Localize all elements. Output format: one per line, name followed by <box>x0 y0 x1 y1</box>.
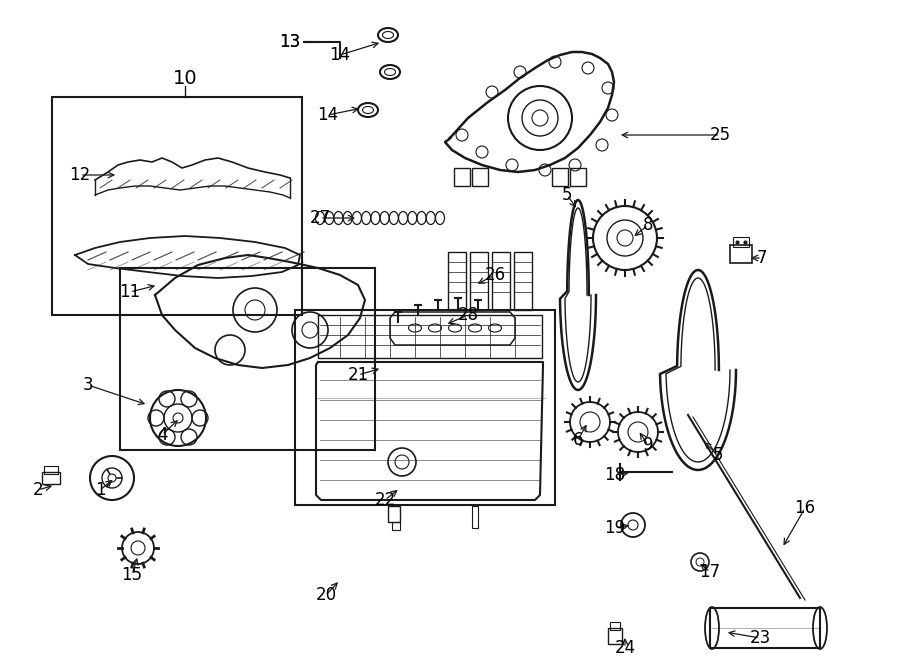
Text: 24: 24 <box>615 639 635 657</box>
Text: 13: 13 <box>279 33 301 51</box>
Text: 14: 14 <box>318 106 338 124</box>
Text: 4: 4 <box>157 426 167 444</box>
Text: 10: 10 <box>173 69 197 87</box>
Bar <box>570 168 586 186</box>
Text: 15: 15 <box>122 566 142 584</box>
Text: 13: 13 <box>279 33 301 51</box>
Bar <box>610 622 620 630</box>
Bar <box>448 252 466 310</box>
Text: 9: 9 <box>643 436 653 454</box>
Text: 11: 11 <box>120 283 140 301</box>
Text: 2: 2 <box>32 481 43 499</box>
Text: 28: 28 <box>457 306 479 324</box>
Text: 27: 27 <box>310 209 330 227</box>
Text: 5: 5 <box>713 446 724 464</box>
Bar <box>295 310 555 505</box>
Bar <box>733 237 749 247</box>
Text: 26: 26 <box>484 266 506 284</box>
Text: 20: 20 <box>315 586 337 604</box>
Text: 18: 18 <box>605 466 626 484</box>
Bar <box>52 97 302 315</box>
Text: 19: 19 <box>605 519 626 537</box>
Bar <box>552 168 568 186</box>
Bar <box>454 168 470 186</box>
Bar <box>608 628 622 644</box>
Text: 21: 21 <box>347 366 369 384</box>
Bar <box>42 472 60 484</box>
Bar <box>472 168 488 186</box>
Text: 14: 14 <box>329 46 351 64</box>
Bar <box>514 252 532 310</box>
Text: 25: 25 <box>709 126 731 144</box>
Text: 12: 12 <box>69 166 91 184</box>
Text: 8: 8 <box>643 216 653 234</box>
Text: 22: 22 <box>374 491 396 509</box>
Text: 16: 16 <box>795 499 815 517</box>
Text: 6: 6 <box>572 431 583 449</box>
Bar <box>730 245 752 263</box>
Text: 1: 1 <box>94 481 105 499</box>
Bar <box>470 252 488 310</box>
Text: 23: 23 <box>750 629 770 647</box>
Text: 17: 17 <box>699 563 721 581</box>
Bar <box>44 466 58 474</box>
Bar <box>472 506 478 528</box>
Bar <box>392 522 400 530</box>
Text: 3: 3 <box>83 376 94 394</box>
Bar <box>120 268 375 450</box>
Text: 5: 5 <box>562 186 572 204</box>
Text: 7: 7 <box>757 249 767 267</box>
Bar <box>388 506 400 522</box>
Bar <box>492 252 510 310</box>
